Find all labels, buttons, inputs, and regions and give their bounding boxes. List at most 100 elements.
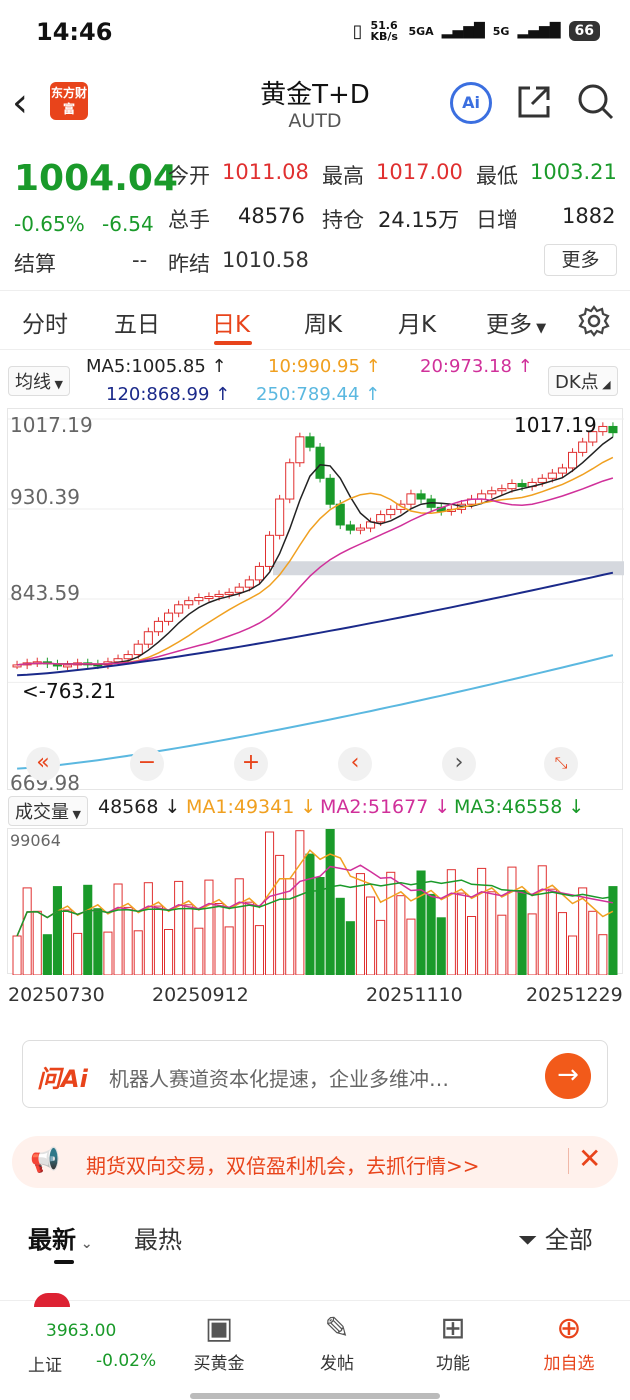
candle — [254, 565, 264, 581]
ai-logo: 问Ai — [37, 1065, 88, 1093]
zoom-out-icon[interactable]: − — [130, 747, 164, 781]
volume-bar — [254, 925, 264, 976]
volume-bar — [285, 878, 295, 976]
index-ticker[interactable]: 3963.00 上证 -0.02% — [20, 1293, 170, 1381]
last-price: 1004.04 — [14, 158, 178, 199]
support-band — [273, 561, 624, 576]
volume-bar — [537, 865, 547, 976]
volume-selector[interactable]: 成交量 ▼ — [8, 796, 88, 826]
ma-selector-label: 均线 — [15, 372, 51, 393]
ma250-line — [17, 654, 614, 770]
app-logo[interactable]: 东方财富 — [50, 82, 88, 120]
candle — [204, 595, 214, 599]
net-speed: 51.6 KB/s — [370, 19, 398, 43]
battery-icon: 66 — [568, 21, 600, 41]
more-button[interactable]: 更多 — [544, 244, 617, 276]
page-subtitle: AUTD — [288, 110, 342, 132]
volume-bar — [275, 854, 285, 976]
megaphone-icon: 📢 — [30, 1146, 60, 1174]
oi-value: 24.15万 — [378, 208, 460, 232]
volume-bar — [184, 904, 194, 976]
volume-bar — [63, 909, 73, 976]
volume-bar — [113, 883, 123, 976]
page-title: 黄金T+D — [260, 80, 370, 110]
net-type-2: 5G — [492, 24, 510, 38]
tab-five-day[interactable]: 五日 — [114, 312, 160, 338]
ma-selector[interactable]: 均线 ▼ — [8, 366, 70, 396]
share-icon[interactable] — [516, 84, 552, 120]
scroll-left-icon[interactable]: ‹ — [338, 747, 372, 781]
candle — [376, 514, 386, 523]
volume-bar — [22, 887, 32, 976]
volume-bar — [517, 890, 527, 976]
volume-bar — [456, 892, 466, 976]
tab-monthly-k[interactable]: 月K — [398, 312, 437, 338]
candle — [275, 498, 285, 536]
candle — [224, 591, 234, 595]
candle — [547, 472, 557, 479]
volume-label: 总手 — [168, 208, 210, 232]
fullscreen-icon[interactable]: ⤡ — [544, 747, 578, 781]
volume-bar — [73, 932, 83, 976]
ai-question-bar[interactable]: 问Ai 机器人赛道资本化提速，企业多维冲… → — [22, 1040, 608, 1108]
volume-value: 48568 ↓ — [98, 796, 181, 818]
volume-bar — [446, 869, 456, 976]
ai-button[interactable]: Ai — [450, 82, 492, 124]
volume-svg — [12, 828, 618, 976]
tab-more-label: 更多 — [486, 312, 532, 338]
tab-latest-label: 最新 — [28, 1226, 76, 1254]
quote-panel: 1004.04 -0.65% -6.54 今开 1011.08 最高 1017.… — [0, 150, 630, 290]
period-tabs: 分时 五日 日K 周K 月K 更多 ▼ — [0, 290, 630, 350]
zoom-in-icon[interactable]: + — [234, 747, 268, 781]
volume-ma1: MA1:49341 ↓ — [186, 796, 317, 818]
tab-daily-k[interactable]: 日K — [212, 312, 251, 338]
nav-post[interactable]: ✎ 发帖 — [282, 1309, 392, 1374]
nav-buy-gold[interactable]: ▣ 买黄金 — [164, 1309, 274, 1374]
tab-latest[interactable]: 最新 ⌄ — [28, 1220, 93, 1255]
scroll-far-left-icon[interactable]: « — [26, 747, 60, 781]
tab-hot[interactable]: 最热 — [134, 1226, 182, 1254]
ai-question-text: 机器人赛道资本化提速，企业多维冲… — [109, 1067, 449, 1091]
chevron-down-icon: ⌄ — [76, 1236, 93, 1252]
filter-all-label: 全部 — [544, 1226, 593, 1254]
index-name: 上证 — [28, 1356, 62, 1376]
tab-more[interactable]: 更多 ▼ — [486, 305, 546, 339]
candle — [244, 579, 254, 588]
volume-chart[interactable]: 99064 — [7, 828, 623, 976]
search-icon[interactable] — [576, 82, 616, 122]
nav-functions[interactable]: ⊞ 功能 — [398, 1309, 508, 1374]
volume-bar — [103, 931, 113, 976]
signal-icon-2: ▂▄▆█ — [517, 23, 561, 39]
volume-bar — [487, 891, 497, 976]
nav-add-favorite-label: 加自选 — [543, 1354, 595, 1374]
filter-all[interactable]: ⏷ 全部 — [518, 1220, 593, 1255]
candle — [234, 586, 244, 593]
volume-value: 48576 — [238, 204, 305, 228]
volume-bar — [194, 927, 204, 976]
volume-bar — [497, 914, 507, 976]
dk-point-button[interactable]: DK点 ◢ — [548, 366, 618, 396]
kline-chart[interactable]: 1017.19 930.39 843.59 669.98 1017.19 <-7… — [7, 408, 624, 795]
x-tick-4: 20251229 — [526, 984, 623, 1006]
candle — [315, 446, 325, 479]
back-icon[interactable]: ‹ — [12, 80, 28, 126]
scroll-right-icon[interactable]: › — [442, 747, 476, 781]
tab-weekly-k[interactable]: 周K — [304, 312, 343, 338]
candle — [487, 490, 497, 495]
tab-intraday[interactable]: 分时 — [22, 312, 68, 338]
bottom-nav: 3963.00 上证 -0.02% ▣ 买黄金 ✎ 发帖 ⊞ 功能 ⊕ 加自选 — [0, 1293, 630, 1400]
active-news-indicator — [54, 1260, 74, 1264]
arrow-right-icon[interactable]: → — [545, 1053, 591, 1099]
nav-buy-gold-label: 买黄金 — [193, 1354, 245, 1374]
volume-bar — [12, 935, 22, 976]
candle — [355, 527, 365, 531]
promo-banner[interactable]: 📢 期货双向交易，双倍盈利机会，去抓行情>> ✕ — [12, 1136, 618, 1188]
settings-gear-icon[interactable] — [578, 305, 610, 337]
close-icon[interactable]: ✕ — [578, 1142, 602, 1175]
candle — [386, 508, 396, 516]
volume-bar — [436, 917, 446, 976]
open-value: 1011.08 — [222, 160, 309, 184]
nav-add-favorite[interactable]: ⊕ 加自选 — [514, 1309, 624, 1374]
volume-bar — [224, 926, 234, 976]
low-value: 1003.21 — [530, 160, 617, 184]
